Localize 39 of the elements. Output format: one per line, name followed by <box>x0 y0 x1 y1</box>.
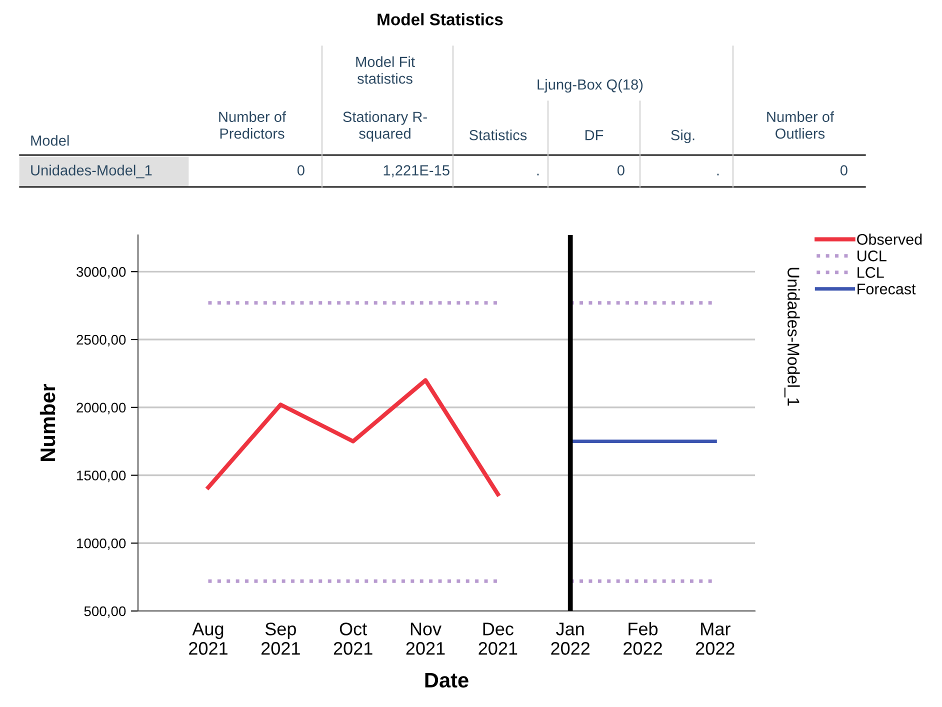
text: Model Fit statistics <box>356 56 415 84</box>
x-tick-label: Nov 2021 <box>406 622 445 655</box>
x-tick-label: Mar 2022 <box>696 622 734 655</box>
x-tick-label: Sep 2021 <box>261 622 300 655</box>
text: Unidades-Model_1 <box>31 164 152 178</box>
text: Sig. <box>671 130 694 144</box>
text: . <box>717 174 719 176</box>
text: 1,221E-15 <box>384 165 450 178</box>
legend-label: LCL <box>858 267 884 278</box>
x-tick-label: Feb 2022 <box>624 622 662 655</box>
text: 0 <box>840 165 848 176</box>
legend-label: Forecast <box>858 284 916 294</box>
y-axis-title: Number <box>40 384 56 461</box>
y2-axis-title: Unidades-Model_1 <box>784 268 800 406</box>
y-tick-label: 1500,00 <box>77 470 126 482</box>
legend-label: UCL <box>858 250 886 262</box>
y-tick-label: 1000,00 <box>77 538 126 550</box>
line-series <box>206 378 500 496</box>
text: Model Statistics <box>378 13 503 26</box>
text: Statistics <box>469 130 527 140</box>
legend-label: Observed <box>857 234 922 245</box>
text: DF <box>585 130 604 140</box>
text: Stationary R-squared <box>343 111 427 142</box>
text: 0 <box>297 165 304 176</box>
y-tick-label: 2500,00 <box>76 334 126 346</box>
text: Ljung-Box Q(18) <box>538 78 643 93</box>
text: . <box>537 174 539 176</box>
y-tick-label: 3000,00 <box>76 266 126 278</box>
y-tick-label: 500,00 <box>84 606 126 618</box>
text: Number of Predictors <box>219 111 286 139</box>
x-axis-title: Date <box>425 673 468 688</box>
x-tick-label: Jan 2022 <box>551 622 590 655</box>
x-tick-label: Aug 2021 <box>189 622 228 655</box>
text: 0 <box>617 165 624 176</box>
x-tick-label: Dec 2021 <box>478 622 518 655</box>
y-tick-label: 2000,00 <box>76 402 126 414</box>
x-tick-label: Oct 2021 <box>334 622 372 655</box>
text: Model <box>31 135 69 146</box>
text: Number of Outliers <box>767 111 834 139</box>
